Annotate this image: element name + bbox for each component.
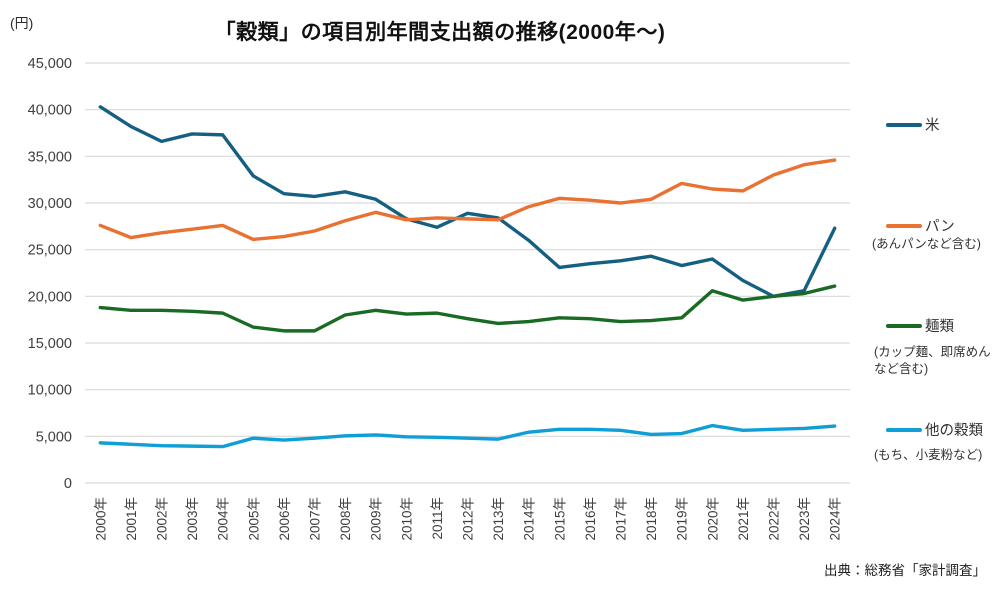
- y-axis-unit-label: (円): [10, 15, 34, 31]
- chart-title: 「穀類」の項目別年間支出額の推移(2000年～): [214, 21, 666, 44]
- x-tick-label: 2019年: [675, 497, 690, 541]
- x-tick-label: 2021年: [736, 497, 751, 541]
- series-line-米: [98, 105, 837, 299]
- y-tick-label: 20,000: [28, 289, 72, 305]
- y-tick-label: 5,000: [36, 429, 72, 445]
- x-tick-label: 2024年: [828, 497, 843, 541]
- x-tick-label: 2009年: [369, 497, 384, 541]
- x-tick-label: 2020年: [705, 497, 720, 541]
- x-tick-label: 2018年: [644, 497, 659, 541]
- x-tick-label: 2006年: [277, 497, 292, 541]
- x-tick-label: 2008年: [338, 497, 353, 541]
- x-tick-label: 2003年: [185, 497, 200, 541]
- x-tick-label: 2023年: [797, 497, 812, 541]
- x-tick-label: 2022年: [767, 497, 782, 541]
- y-tick-label: 35,000: [28, 149, 72, 165]
- y-tick-label: 30,000: [28, 196, 72, 212]
- x-tick-label: 2002年: [155, 497, 170, 541]
- x-tick-label: 2014年: [522, 497, 537, 541]
- x-tick-label: 2016年: [583, 497, 598, 541]
- x-tick-label: 2011年: [430, 497, 445, 540]
- series-line-パン: [98, 158, 837, 242]
- x-tick-label: 2001年: [124, 497, 139, 541]
- x-tick-label: 2007年: [308, 497, 323, 541]
- x-tick-label: 2005年: [246, 497, 261, 541]
- x-tick-label: 2012年: [461, 497, 476, 541]
- y-tick-label: 0: [64, 476, 72, 492]
- y-tick-label: 40,000: [28, 103, 72, 119]
- series-line-他の穀類: [98, 423, 837, 449]
- y-tick-label: 15,000: [28, 336, 72, 352]
- x-tick-label: 2010年: [399, 497, 414, 541]
- y-tick-label: 25,000: [28, 243, 72, 259]
- x-tick-label: 2015年: [552, 497, 567, 541]
- source-note: 出典：総務省「家計調査」: [824, 563, 986, 578]
- x-tick-label: 2000年: [93, 497, 108, 541]
- x-tick-label: 2013年: [491, 497, 506, 541]
- x-tick-label: 2004年: [216, 497, 231, 541]
- y-tick-label: 10,000: [28, 383, 72, 399]
- series-line-麺類: [98, 284, 837, 333]
- x-tick-label: 2017年: [614, 497, 629, 541]
- y-tick-label: 45,000: [28, 56, 72, 72]
